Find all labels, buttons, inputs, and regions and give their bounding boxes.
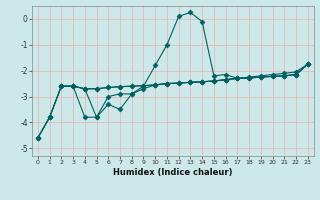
X-axis label: Humidex (Indice chaleur): Humidex (Indice chaleur) xyxy=(113,168,233,177)
